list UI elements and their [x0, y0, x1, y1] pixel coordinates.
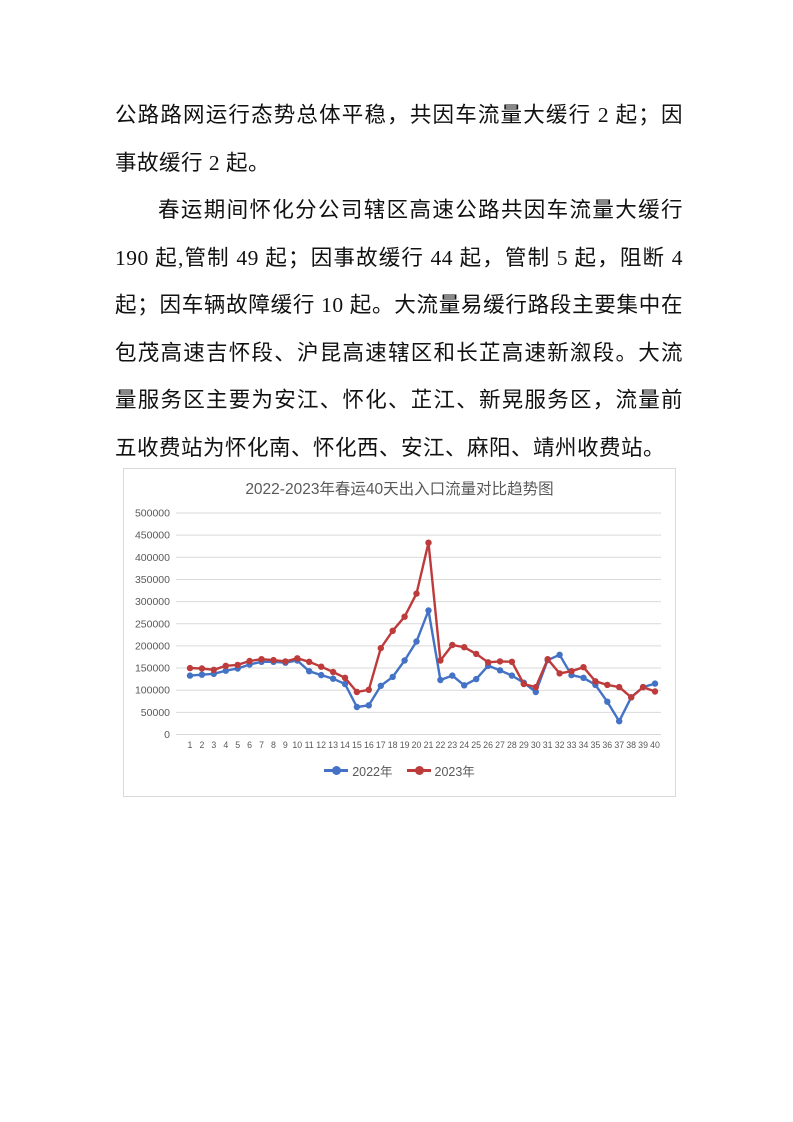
svg-text:7: 7 — [259, 740, 264, 750]
svg-text:40: 40 — [650, 740, 660, 750]
svg-text:4: 4 — [223, 740, 228, 750]
chart-legend: 2022年 2023年 — [124, 755, 675, 785]
chart-title: 2022-2023年春运40天出入口流量对比趋势图 — [245, 481, 554, 498]
svg-text:23: 23 — [447, 740, 457, 750]
svg-text:37: 37 — [614, 740, 624, 750]
svg-text:15: 15 — [352, 740, 362, 750]
svg-text:33: 33 — [567, 740, 577, 750]
legend-line-marker-icon — [324, 765, 349, 775]
svg-text:28: 28 — [507, 740, 517, 750]
document-body: 公路路网运行态势总体平稳，共因车流量大缓行 2 起；因事故缓行 2 起。 春运期… — [115, 92, 683, 516]
chart-plot-area: 0 50000 100000 150000 200000 250000 300000 3500… — [124, 507, 675, 755]
series-2022年 — [186, 607, 659, 725]
svg-text:16: 16 — [364, 740, 374, 750]
svg-text:10: 10 — [292, 740, 302, 750]
svg-text:34: 34 — [579, 740, 589, 750]
svg-text:19: 19 — [400, 740, 410, 750]
svg-text:26: 26 — [483, 740, 493, 750]
svg-text:18: 18 — [388, 740, 398, 750]
svg-text:14: 14 — [340, 740, 350, 750]
svg-text:31: 31 — [543, 740, 553, 750]
svg-text:250000: 250000 — [135, 618, 170, 630]
svg-text:350000: 350000 — [135, 574, 170, 586]
svg-text:8: 8 — [271, 740, 276, 750]
chart-plot: 0500001000001500002000002500003000003500… — [135, 508, 661, 750]
svg-text:0: 0 — [164, 729, 170, 741]
svg-text:300000: 300000 — [135, 596, 170, 608]
svg-text:6: 6 — [247, 740, 252, 750]
legend-item-2023: 2023年 — [406, 761, 475, 780]
svg-text:25: 25 — [471, 740, 481, 750]
svg-text:11: 11 — [305, 740, 314, 750]
svg-text:2: 2 — [199, 740, 204, 750]
series-2023年 — [186, 539, 659, 701]
svg-text:100000: 100000 — [135, 685, 170, 697]
svg-text:450000: 450000 — [135, 530, 170, 542]
svg-text:27: 27 — [495, 740, 505, 750]
legend-label: 2022年 — [352, 764, 393, 779]
svg-text:3: 3 — [211, 740, 216, 750]
svg-text:400000: 400000 — [135, 552, 170, 564]
svg-text:1: 1 — [188, 740, 193, 750]
svg-text:39: 39 — [638, 740, 648, 750]
svg-text:20: 20 — [412, 740, 422, 750]
body-paragraph-2: 春运期间怀化分公司辖区高速公路共因车流量大缓行 190 起,管制 49 起；因事… — [115, 198, 683, 460]
body-paragraph-1: 公路路网运行态势总体平稳，共因车流量大缓行 2 起；因事故缓行 2 起。 — [115, 103, 683, 175]
svg-text:32: 32 — [555, 740, 565, 750]
svg-text:9: 9 — [283, 740, 288, 750]
svg-text:22: 22 — [435, 740, 445, 750]
svg-text:24: 24 — [459, 740, 469, 750]
svg-text:200000: 200000 — [135, 640, 170, 652]
svg-text:50000: 50000 — [141, 707, 170, 719]
gridlines: 0 50000 100000 150000 200000 250000 300000 3500… — [135, 508, 661, 741]
svg-text:5: 5 — [235, 740, 240, 750]
svg-text:30: 30 — [531, 740, 541, 750]
svg-text:13: 13 — [328, 740, 338, 750]
svg-text:17: 17 — [376, 740, 386, 750]
x-axis-labels: 1 2 3 4 5 6 7 8 9 10 11 12 13 14 15 16 17 18 19 20 21 22 23 24 2… — [188, 740, 660, 750]
legend-label: 2023年 — [434, 764, 475, 779]
svg-text:500000: 500000 — [135, 508, 170, 520]
svg-text:36: 36 — [602, 740, 612, 750]
svg-text:12: 12 — [316, 740, 326, 750]
svg-text:38: 38 — [626, 740, 636, 750]
legend-item-2022: 2022年 — [324, 761, 393, 780]
trend-chart: 2022-2023年春运40天出入口流量对比趋势图 0 50000 100000 15… — [123, 468, 676, 797]
svg-text:29: 29 — [519, 740, 529, 750]
svg-text:35: 35 — [590, 740, 600, 750]
svg-text:21: 21 — [424, 740, 434, 750]
legend-line-marker-icon — [406, 765, 431, 775]
svg-text:150000: 150000 — [135, 663, 170, 675]
